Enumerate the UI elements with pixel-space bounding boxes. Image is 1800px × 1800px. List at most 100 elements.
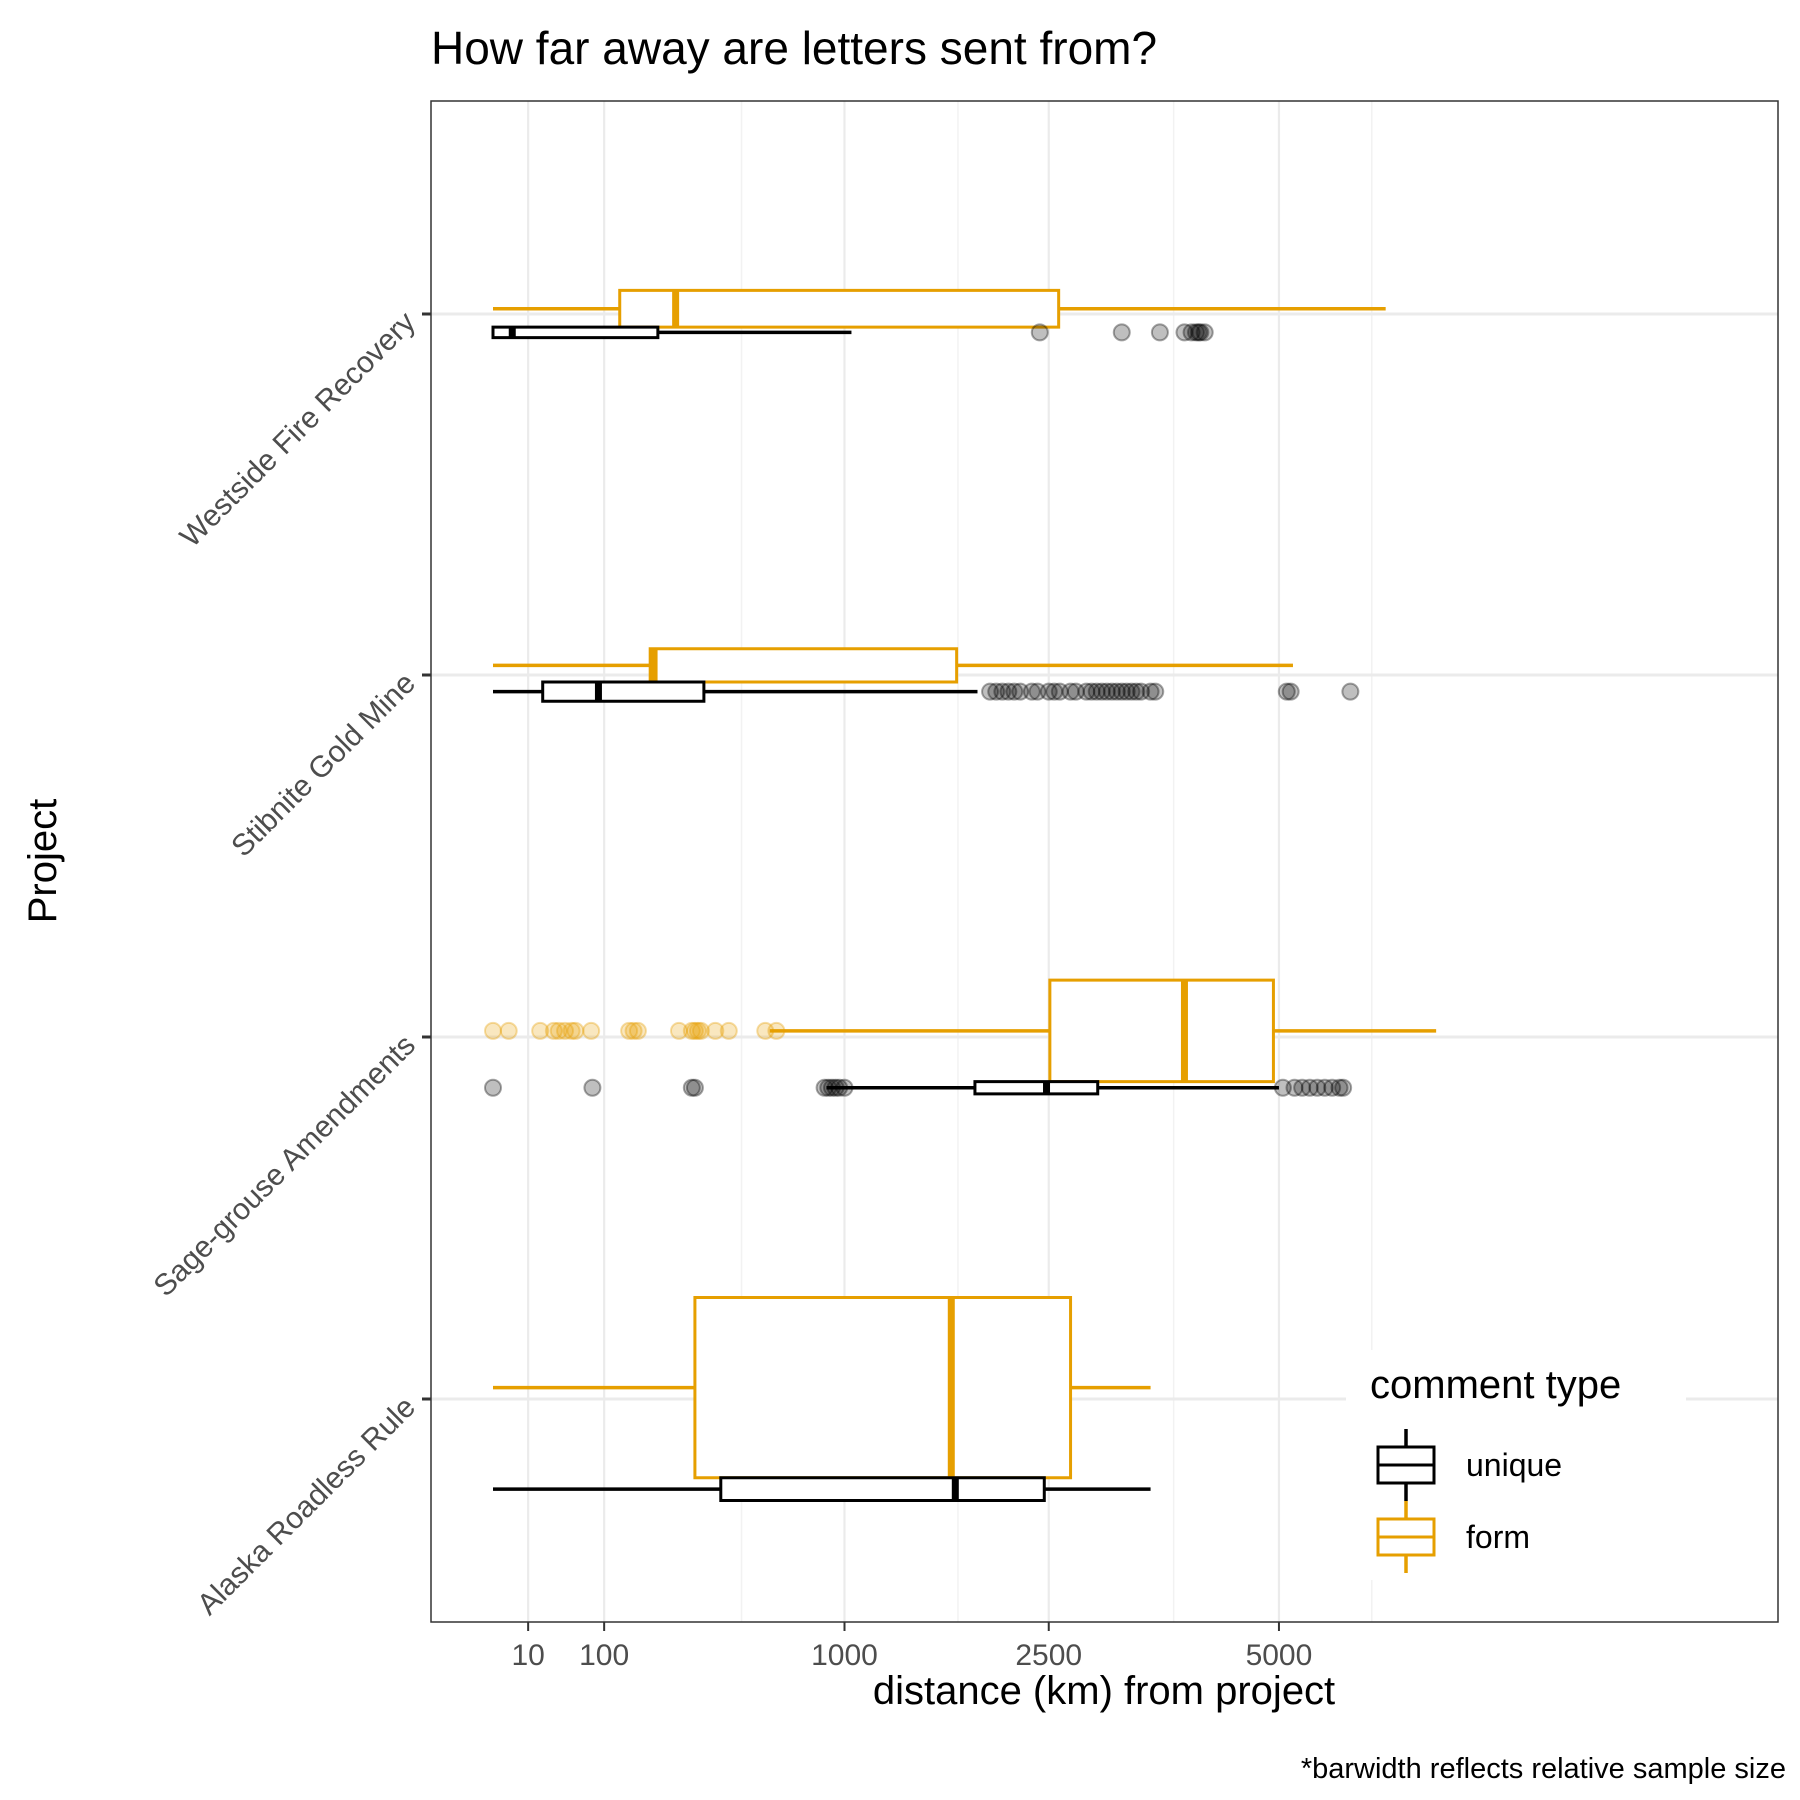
outlier-point — [756, 1021, 775, 1040]
outlier-point — [582, 1021, 601, 1040]
outlier-point — [815, 1078, 834, 1097]
outlier-point — [993, 682, 1012, 701]
outlier-point — [1087, 682, 1106, 701]
outlier-point — [1039, 682, 1058, 701]
outlier-point — [1030, 323, 1049, 342]
legend-key-form — [1376, 1501, 1436, 1573]
outlier-point — [1285, 1078, 1304, 1097]
outlier-point — [499, 1021, 518, 1040]
outlier-point — [981, 682, 1000, 701]
box-layer — [484, 288, 1437, 1502]
box-body — [693, 1296, 1073, 1480]
x-axis-title: distance (km) from project — [873, 1669, 1335, 1713]
outlier-point — [1195, 323, 1214, 342]
outlier-point — [819, 1078, 838, 1097]
outlier-point — [1334, 1078, 1353, 1097]
outlier-point — [1112, 323, 1131, 342]
outlier-point — [1281, 682, 1300, 701]
box-form — [493, 647, 1293, 684]
outlier-point — [1082, 682, 1101, 701]
y-tick-label: Sage-grouse Amendments — [147, 1029, 422, 1304]
x-tick-label: 100 — [579, 1639, 629, 1672]
outlier-point — [624, 1021, 643, 1040]
outlier-point — [1273, 1078, 1292, 1097]
box-body — [1048, 978, 1275, 1084]
outlier-point — [1191, 323, 1210, 342]
outlier-point — [1022, 682, 1041, 701]
box-form — [493, 1296, 1151, 1480]
x-tick-label: 5000 — [1246, 1639, 1313, 1672]
outlier-point — [835, 1078, 854, 1097]
outlier-point — [719, 1021, 738, 1040]
outlier-point — [1107, 682, 1126, 701]
legend-label-form: form — [1466, 1519, 1530, 1555]
outlier-point — [1077, 682, 1096, 701]
outlier-point — [1150, 323, 1169, 342]
box-unique — [491, 323, 1214, 342]
outlier-point — [620, 1021, 639, 1040]
legend-title: comment type — [1370, 1363, 1621, 1407]
outlier-point — [826, 1078, 845, 1097]
outlier-point — [987, 682, 1006, 701]
outlier-point — [1189, 323, 1208, 342]
outlier-point — [688, 1021, 707, 1040]
box-unique — [493, 680, 1360, 703]
outlier-point — [1182, 323, 1201, 342]
x-tick-label: 1000 — [811, 1639, 878, 1672]
outlier-point — [1300, 1078, 1319, 1097]
outlier-point — [1175, 323, 1194, 342]
outlier-point — [1141, 682, 1160, 701]
x-tick-label: 2500 — [1015, 1639, 1082, 1672]
outlier-point — [556, 1021, 575, 1040]
box-unique — [484, 1078, 1353, 1097]
box-form — [484, 978, 1437, 1084]
y-axis-title: Project — [21, 799, 65, 924]
outlier-point — [1092, 682, 1111, 701]
outlier-point — [531, 1021, 550, 1040]
legend-label-unique: unique — [1466, 1447, 1562, 1483]
box-body — [491, 325, 660, 340]
plot-panel-border — [430, 100, 1779, 1623]
outlier-point — [1323, 1078, 1342, 1097]
outlier-point — [1050, 682, 1069, 701]
outlier-point — [999, 682, 1018, 701]
box-body — [618, 288, 1061, 329]
outlier-point — [830, 1078, 849, 1097]
outlier-point — [1102, 682, 1121, 701]
outlier-point — [1277, 682, 1296, 701]
outlier-point — [1308, 1078, 1327, 1097]
outlier-point — [484, 1078, 502, 1097]
box-unique — [493, 1476, 1151, 1502]
outlier-point — [484, 1021, 502, 1040]
outlier-point — [1028, 682, 1047, 701]
outlier-point — [682, 1078, 701, 1097]
box-body — [719, 1476, 1046, 1502]
outlier-point — [583, 1078, 602, 1097]
outlier-point — [1097, 682, 1116, 701]
outlier-point — [767, 1021, 786, 1040]
outlier-point — [685, 1021, 704, 1040]
outlier-point — [706, 1021, 725, 1040]
outlier-point — [1330, 1078, 1349, 1097]
y-tick-label: Stibnite Gold Mine — [225, 667, 422, 864]
outlier-point — [1061, 682, 1080, 701]
outlier-point — [1117, 682, 1136, 701]
outlier-point — [1186, 323, 1205, 342]
box-body — [648, 647, 959, 684]
legend: comment type unique form — [1346, 1350, 1686, 1580]
outlier-point — [1146, 682, 1165, 701]
x-tick-label: 10 — [511, 1639, 544, 1672]
outlier-point — [1293, 1078, 1312, 1097]
outlier-point — [1066, 682, 1085, 701]
y-tick-label: Westside Fire Recovery — [174, 306, 422, 554]
outlier-point — [822, 1078, 841, 1097]
outlier-point — [1011, 682, 1030, 701]
chart-title: How far away are letters sent from? — [431, 22, 1157, 74]
outlier-point — [669, 1021, 688, 1040]
outlier-point — [1132, 682, 1151, 701]
outlier-point — [1112, 682, 1131, 701]
outlier-point — [544, 1021, 563, 1040]
outlier-point — [1005, 682, 1024, 701]
box-form — [493, 288, 1386, 329]
